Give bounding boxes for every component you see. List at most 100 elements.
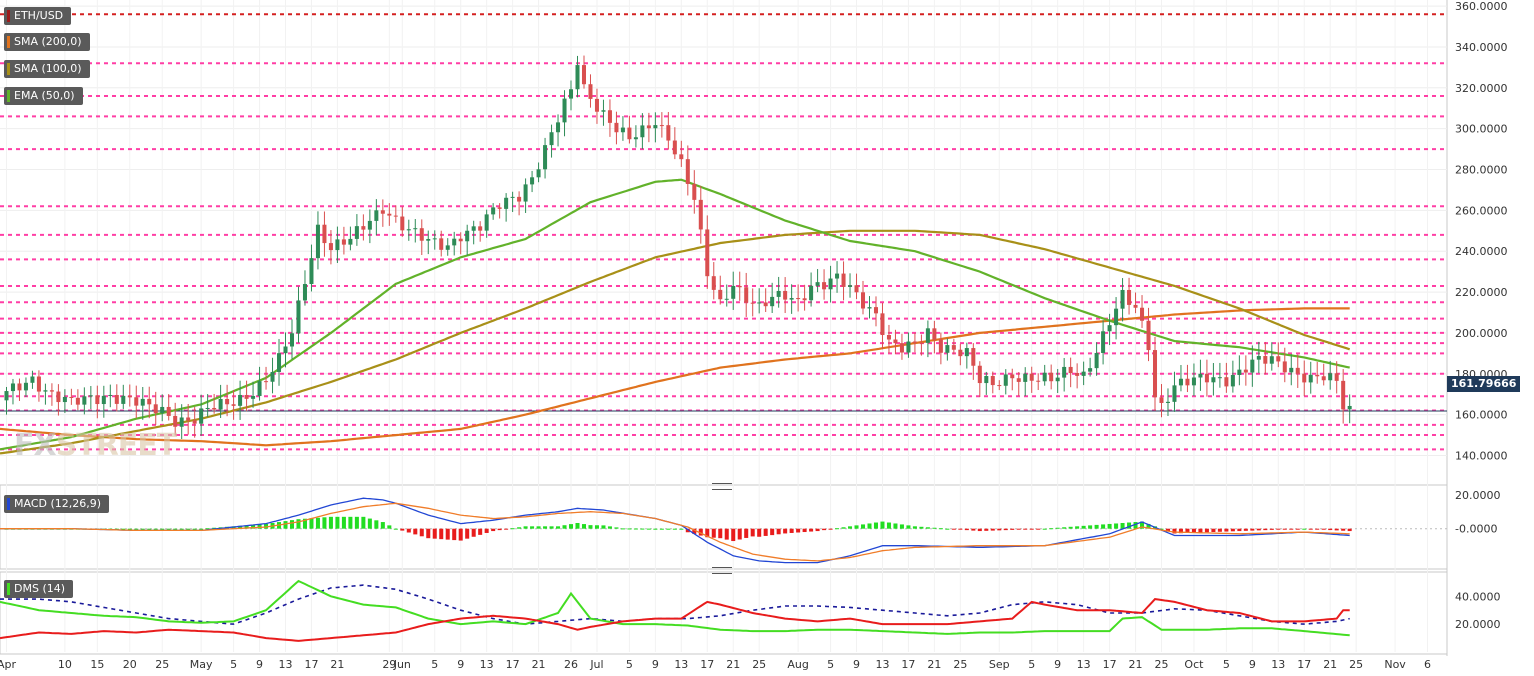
pane-resize-handle[interactable] (712, 483, 732, 490)
candle-body (510, 196, 515, 198)
macd-histogram-bar (413, 528, 418, 535)
macd-histogram-bar (1127, 522, 1132, 529)
date-tick-label: 5 (1223, 658, 1230, 671)
macd-histogram-bar (1302, 528, 1307, 530)
candle-body (646, 125, 651, 129)
candle-body (114, 394, 119, 404)
dms-pane (0, 571, 1448, 655)
macd-histogram-bar (666, 528, 671, 530)
macd-histogram-bar (517, 527, 522, 529)
macd-histogram-bar (886, 522, 891, 529)
candle-body (822, 282, 827, 290)
candle-body (439, 238, 444, 250)
signal-line (0, 502, 1350, 562)
candle-body (1321, 376, 1326, 381)
candle-body (912, 341, 917, 343)
candle-body (1010, 374, 1015, 379)
macd-histogram-bar (938, 528, 943, 530)
candle-body (173, 415, 178, 427)
fxstreet-watermark: FXSTREET (14, 428, 177, 463)
macd-histogram-bar (802, 528, 807, 533)
candle-body (1250, 359, 1255, 373)
date-tick-label: 9 (652, 658, 659, 671)
candle-body (43, 390, 48, 392)
macd-histogram-bar (984, 528, 989, 531)
candle-body (789, 298, 794, 300)
sma100-line (0, 229, 1351, 455)
candle-body (380, 210, 385, 214)
candle-body (815, 282, 820, 286)
date-tick-label: 9 (853, 658, 860, 671)
candle-body (315, 224, 320, 259)
date-tick-label: 9 (457, 658, 464, 671)
macd-histogram-bar (1062, 527, 1067, 529)
macd-histogram-bar (1243, 528, 1248, 531)
candle-body (614, 122, 619, 133)
macd-histogram-bar (147, 528, 152, 530)
macd-histogram-bar (867, 523, 872, 529)
date-tick-label: Jun (393, 658, 411, 671)
macd-histogram-bar (997, 528, 1002, 531)
macd-histogram-bar (264, 523, 269, 529)
macd-histogram-bar (549, 526, 554, 529)
macd-histogram-bar (1224, 528, 1229, 532)
candle-body (186, 417, 191, 421)
date-tick-label: 5 (431, 658, 438, 671)
macd-histogram-bar (744, 528, 749, 538)
sma200-line (0, 307, 1350, 447)
candle-body (653, 125, 658, 129)
candle-body (432, 238, 437, 240)
macd-histogram-bar (1198, 528, 1203, 533)
candle-body (348, 238, 353, 245)
date-tick-label: 13 (480, 658, 494, 671)
macd-histogram-bar (588, 525, 593, 529)
macd-histogram-bar (698, 528, 703, 536)
macd-histogram-bar (1289, 528, 1294, 530)
candle-body (556, 122, 561, 133)
pane-resize-handle[interactable] (712, 567, 732, 574)
date-tick-label: May (190, 658, 213, 671)
price-tick-label: 260.0000 (1455, 204, 1508, 217)
macd-histogram-bar (945, 528, 950, 530)
candle-body (549, 132, 554, 146)
date-tick-label: 5 (626, 658, 633, 671)
macd-histogram-bar (1003, 528, 1008, 531)
macd-histogram-bar (1295, 528, 1300, 530)
macd-histogram-bar (1029, 528, 1034, 530)
date-tick-label: 6 (1424, 658, 1431, 671)
date-tick-label: 20 (123, 658, 137, 671)
macd-histogram-bar (873, 522, 878, 529)
candle-body (225, 398, 230, 405)
candle-body (1055, 377, 1060, 382)
candle-body (1263, 356, 1268, 364)
date-tick-label: Jul (589, 658, 603, 671)
candle-body (322, 224, 327, 244)
macd-histogram-bar (432, 528, 437, 539)
macd-histogram-bar (776, 528, 781, 535)
date-tick-label: 17 (1297, 658, 1311, 671)
candle-body (666, 125, 671, 141)
macd-histogram-bar (562, 525, 567, 529)
macd-histogram-bar (815, 528, 820, 532)
candle-body (1114, 308, 1119, 326)
candle-body (1282, 361, 1287, 373)
candle-body (880, 313, 885, 336)
macd-histogram-bar (238, 525, 243, 529)
macd-histogram-bar (1055, 527, 1060, 529)
candle-body (530, 177, 535, 185)
candle-body (393, 215, 398, 217)
candle-body (893, 339, 898, 344)
macd-histogram-bar (925, 527, 930, 529)
candle-body (387, 213, 392, 216)
macd-label: MACD (12,26,9) (4, 495, 110, 513)
candle-body (101, 395, 106, 405)
macd-histogram-bar (400, 528, 405, 531)
date-tick-label: 5 (827, 658, 834, 671)
macd-histogram-bar (971, 528, 976, 531)
dms-plus-line (0, 579, 1350, 637)
sma200-label: SMA (200,0) (4, 33, 90, 51)
candle-body (919, 342, 924, 344)
macd-histogram-bar (426, 528, 431, 539)
candle-body (1185, 378, 1190, 386)
